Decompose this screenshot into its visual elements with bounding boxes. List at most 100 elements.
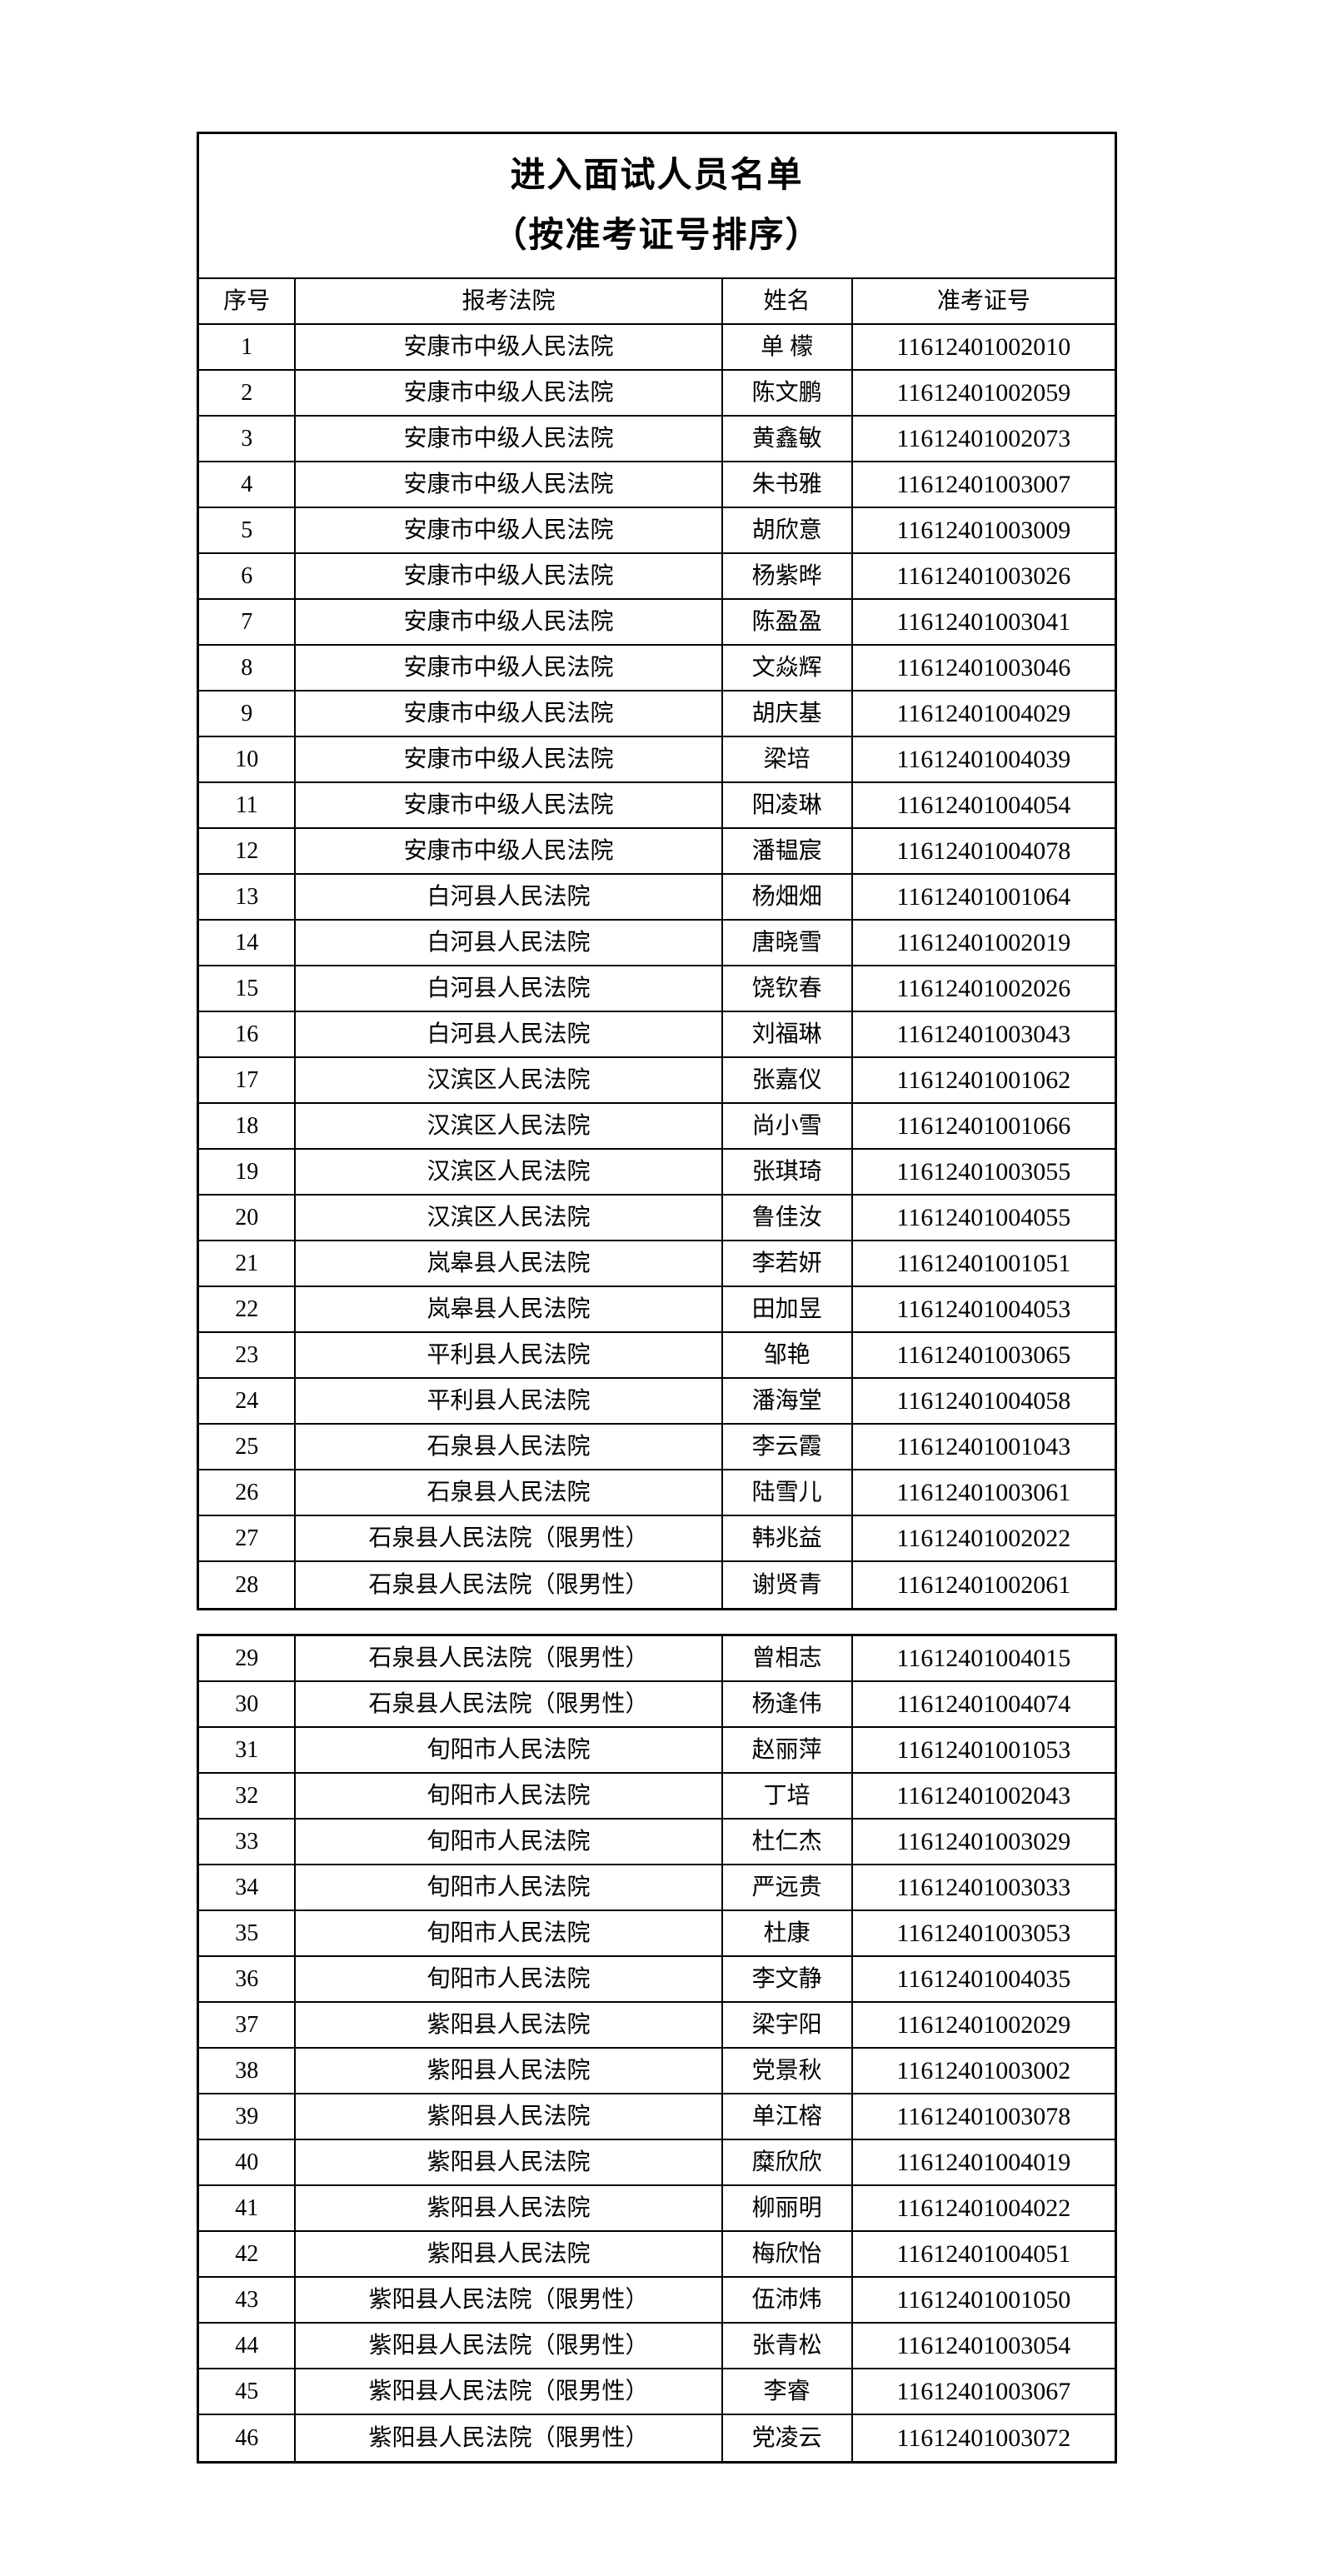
cell-court: 紫阳县人民法院 xyxy=(296,2049,723,2093)
table-row: 24 平利县人民法院 潘海堂 11612401004058 xyxy=(199,1379,1115,1425)
cell-ticket: 11612401002029 xyxy=(896,2010,1071,2039)
table-body-section-1: 1 安康市中级人民法院 单 檬 11612401002010 2 安康市中级人民… xyxy=(199,325,1115,1608)
cell-name: 糜欣欣 xyxy=(723,2140,853,2184)
cell-court: 石泉县人民法院（限男性） xyxy=(296,1682,723,1726)
cell-index: 33 xyxy=(199,1820,297,1864)
cell-index: 40 xyxy=(199,2140,297,2184)
cell-name: 张嘉仪 xyxy=(723,1058,853,1102)
cell-court: 汉滨区人民法院 xyxy=(296,1058,723,1102)
cell-name: 阳凌琳 xyxy=(723,783,853,827)
cell-ticket: 11612401003002 xyxy=(896,2056,1071,2084)
cell-index: 30 xyxy=(199,1682,297,1726)
table-row: 14 白河县人民法院 唐晓雪 11612401002019 xyxy=(199,921,1115,966)
cell-index: 11 xyxy=(199,783,297,827)
cell-ticket: 11612401003053 xyxy=(896,1919,1071,1947)
cell-ticket: 11612401004039 xyxy=(896,745,1071,773)
cell-index: 34 xyxy=(199,1865,297,1910)
cell-index: 12 xyxy=(199,829,297,873)
cell-index: 26 xyxy=(199,1470,297,1515)
cell-index: 21 xyxy=(199,1241,297,1286)
cell-ticket: 11612401001064 xyxy=(896,882,1071,911)
table-row: 34 旬阳市人民法院 严远贵 11612401003033 xyxy=(199,1865,1115,1911)
cell-ticket: 11612401001053 xyxy=(896,1735,1071,1764)
cell-court: 白河县人民法院 xyxy=(296,875,723,919)
table-row: 32 旬阳市人民法院 丁培 11612401002043 xyxy=(199,1774,1115,1820)
cell-index: 39 xyxy=(199,2094,297,2139)
cell-court: 紫阳县人民法院 xyxy=(296,2003,723,2047)
cell-ticket: 11612401001062 xyxy=(896,1066,1071,1094)
cell-court: 白河县人民法院 xyxy=(296,1012,723,1056)
cell-name: 朱书雅 xyxy=(723,462,853,507)
table-row: 2 安康市中级人民法院 陈文鹏 11612401002059 xyxy=(199,371,1115,417)
cell-name: 李睿 xyxy=(723,2369,853,2414)
cell-court: 旬阳市人民法院 xyxy=(296,1957,723,2001)
table-row: 41 紫阳县人民法院 柳丽明 11612401004022 xyxy=(199,2186,1115,2232)
cell-name: 胡庆基 xyxy=(723,691,853,736)
table-row: 18 汉滨区人民法院 尚小雪 11612401001066 xyxy=(199,1104,1115,1150)
cell-ticket: 11612401001051 xyxy=(896,1249,1071,1277)
cell-ticket: 11612401002073 xyxy=(896,424,1071,452)
cell-ticket: 11612401001050 xyxy=(896,2285,1071,2314)
interview-table-section-1: 进入面试人员名单 （按准考证号排序） 序号 报考法院 姓名 准考证号 1 安康市… xyxy=(197,132,1117,1610)
cell-name: 单 檬 xyxy=(723,325,853,369)
cell-index: 17 xyxy=(199,1058,297,1102)
cell-name: 鲁佳汝 xyxy=(723,1196,853,1240)
cell-ticket: 11612401003009 xyxy=(896,516,1071,544)
cell-court: 平利县人民法院 xyxy=(296,1379,723,1423)
cell-name: 赵丽萍 xyxy=(723,1728,853,1772)
cell-name: 梅欣怡 xyxy=(723,2232,853,2276)
cell-ticket: 11612401002019 xyxy=(896,928,1071,956)
cell-index: 6 xyxy=(199,554,297,598)
cell-ticket: 11612401002026 xyxy=(896,974,1071,1002)
cell-index: 9 xyxy=(199,691,297,736)
cell-ticket: 11612401001043 xyxy=(896,1432,1071,1460)
cell-ticket: 11612401004058 xyxy=(896,1386,1071,1415)
cell-court: 石泉县人民法院（限男性） xyxy=(296,1636,723,1680)
column-header-ticket: 准考证号 xyxy=(936,287,1030,314)
table-row: 27 石泉县人民法院（限男性） 韩兆益 11612401002022 xyxy=(199,1516,1115,1562)
cell-ticket: 11612401004015 xyxy=(896,1644,1071,1672)
cell-index: 19 xyxy=(199,1150,297,1194)
cell-ticket: 11612401003065 xyxy=(896,1340,1071,1369)
cell-name: 饶钦春 xyxy=(723,966,853,1011)
cell-ticket: 11612401004019 xyxy=(896,2148,1071,2176)
column-header-court: 报考法院 xyxy=(296,279,723,323)
cell-ticket: 11612401003054 xyxy=(896,2331,1071,2359)
cell-name: 党凌云 xyxy=(723,2415,853,2461)
cell-index: 24 xyxy=(199,1379,297,1423)
cell-court: 石泉县人民法院（限男性） xyxy=(296,1562,723,1608)
cell-ticket: 11612401003067 xyxy=(896,2377,1071,2405)
cell-court: 旬阳市人民法院 xyxy=(296,1774,723,1818)
table-row: 8 安康市中级人民法院 文焱辉 11612401003046 xyxy=(199,646,1115,691)
cell-court: 安康市中级人民法院 xyxy=(296,600,723,644)
cell-name: 潘海堂 xyxy=(723,1379,853,1423)
cell-index: 3 xyxy=(199,417,297,461)
cell-index: 31 xyxy=(199,1728,297,1772)
cell-court: 汉滨区人民法院 xyxy=(296,1150,723,1194)
cell-court: 安康市中级人民法院 xyxy=(296,325,723,369)
cell-index: 23 xyxy=(199,1333,297,1377)
cell-name: 陆雪儿 xyxy=(723,1470,853,1515)
cell-index: 2 xyxy=(199,371,297,415)
cell-index: 45 xyxy=(199,2369,297,2414)
cell-index: 46 xyxy=(199,2415,297,2461)
table-row: 38 紫阳县人民法院 党景秋 11612401003002 xyxy=(199,2049,1115,2094)
cell-name: 杨畑畑 xyxy=(723,875,853,919)
cell-ticket: 11612401004055 xyxy=(896,1203,1071,1231)
cell-ticket: 11612401003029 xyxy=(896,1827,1071,1855)
cell-ticket: 11612401003007 xyxy=(896,470,1071,498)
cell-ticket: 11612401004051 xyxy=(896,2239,1071,2268)
cell-court: 旬阳市人民法院 xyxy=(296,1728,723,1772)
cell-name: 李若妍 xyxy=(723,1241,853,1286)
cell-court: 安康市中级人民法院 xyxy=(296,554,723,598)
cell-ticket: 11612401004029 xyxy=(896,699,1071,727)
cell-ticket: 11612401003046 xyxy=(896,653,1071,681)
table-row: 39 紫阳县人民法院 单江榕 11612401003078 xyxy=(199,2094,1115,2140)
table-row: 44 紫阳县人民法院（限男性） 张青松 11612401003054 xyxy=(199,2324,1115,2369)
table-row: 40 紫阳县人民法院 糜欣欣 11612401004019 xyxy=(199,2140,1115,2186)
page-subtitle: （按准考证号排序） xyxy=(491,217,822,256)
cell-ticket: 11612401004074 xyxy=(896,1690,1071,1718)
cell-court: 旬阳市人民法院 xyxy=(296,1911,723,1955)
cell-index: 29 xyxy=(199,1636,297,1680)
cell-ticket: 11612401004022 xyxy=(896,2194,1071,2222)
